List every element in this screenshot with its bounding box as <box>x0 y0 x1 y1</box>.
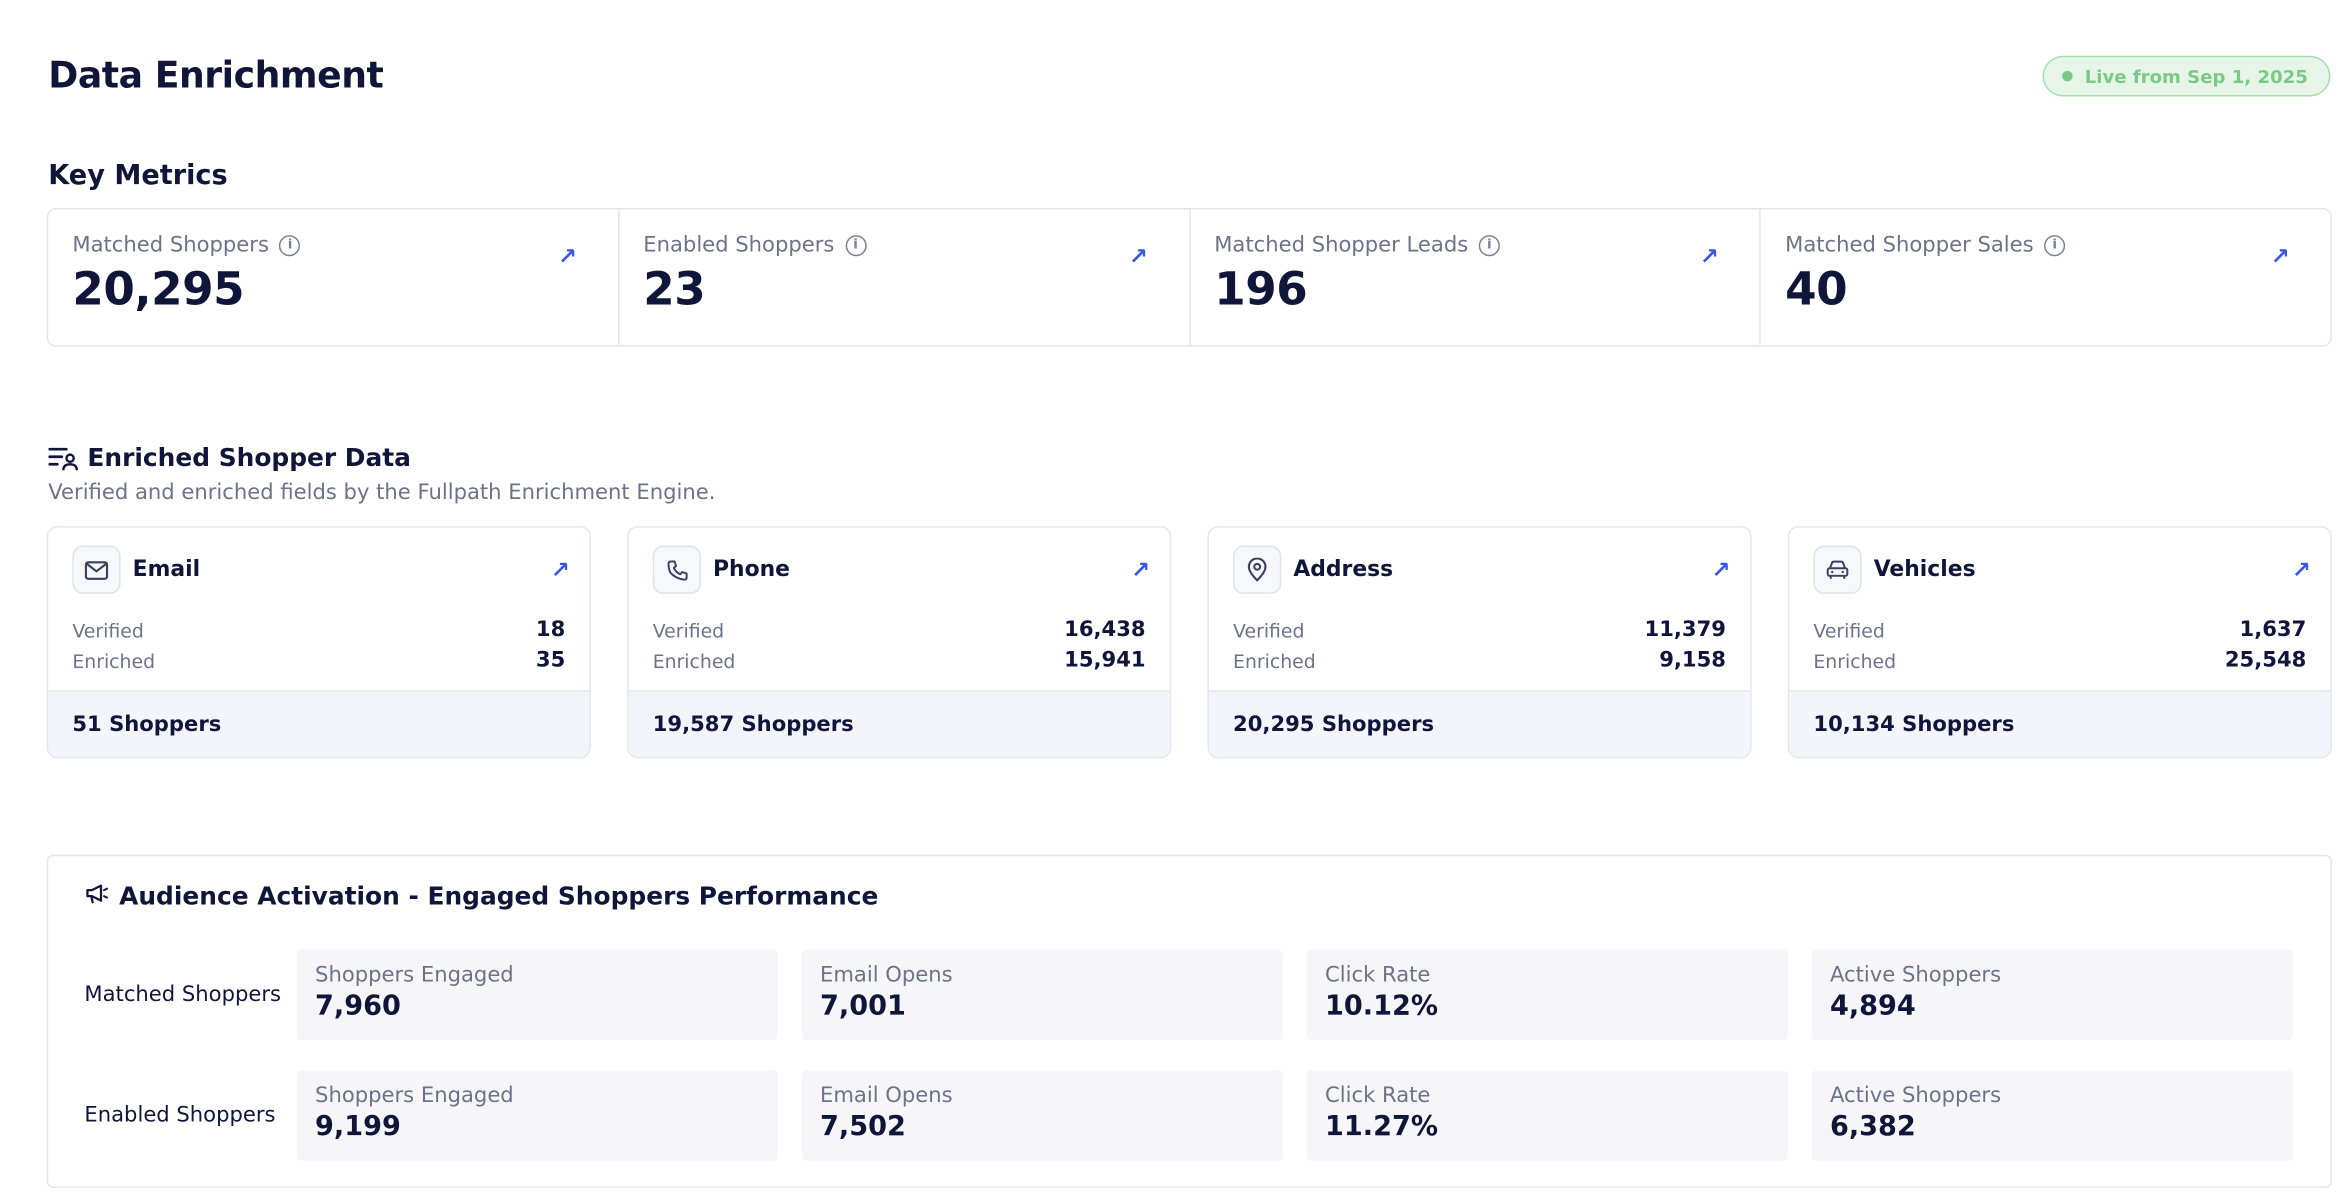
enriched-row: Enriched 9,158 <box>1233 648 1726 673</box>
arrow-up-right-icon[interactable]: ↗ <box>1699 242 1719 270</box>
activation-row-matched: Matched Shoppers Shoppers Engaged 7,960 E… <box>48 949 2330 1041</box>
arrow-up-right-icon[interactable]: ↗ <box>550 556 570 584</box>
stat-click-rate: Click Rate 11.27% <box>1306 1070 1788 1161</box>
metric-value: 196 <box>1214 263 1308 317</box>
map-pin-icon <box>1233 545 1282 594</box>
metric-label: Matched Shopper Leads <box>1214 233 1469 258</box>
metric-matched-shoppers: Matched Shoppers i 20,295 ↗ <box>48 209 620 346</box>
activation-row-enabled: Enabled Shoppers Shoppers Engaged 9,199 E… <box>48 1070 2330 1161</box>
card-address[interactable]: Address ↗ Verified 11,379 Enriched 9,158 2… <box>1207 526 1752 759</box>
info-icon[interactable]: i <box>2044 235 2066 257</box>
metric-value: 40 <box>1785 263 1848 317</box>
info-icon[interactable]: i <box>279 235 301 257</box>
phone-icon <box>652 545 701 594</box>
enriched-row: Enriched 35 <box>72 648 566 673</box>
card-vehicles[interactable]: Vehicles ↗ Verified 1,637 Enriched 25,548 … <box>1787 526 2332 759</box>
arrow-up-right-icon[interactable]: ↗ <box>1711 556 1731 584</box>
card-footer-total: 20,295 Shoppers <box>1208 690 1751 757</box>
metric-matched-shopper-sales: Matched Shopper Sales i 40 ↗ <box>1761 210 2330 346</box>
card-footer-total: 19,587 Shoppers <box>628 690 1170 757</box>
card-title: Vehicles <box>1873 557 1976 582</box>
stat-active-shoppers: Active Shoppers 4,894 <box>1811 949 2293 1041</box>
key-metrics-title: Key Metrics <box>48 159 228 192</box>
stat-click-rate: Click Rate 10.12% <box>1306 949 1788 1041</box>
car-icon <box>1813 545 1862 594</box>
verified-row: Verified 1,637 <box>1813 618 2307 643</box>
card-phone[interactable]: Phone ↗ Verified 16,438 Enriched 15,941 19… <box>627 526 1172 759</box>
enriched-section-subtitle: Verified and enriched fields by the Full… <box>48 480 716 505</box>
row-label: Matched Shoppers <box>84 982 282 1007</box>
row-label: Enabled Shoppers <box>84 1103 276 1128</box>
verified-row: Verified 11,379 <box>1233 618 1726 643</box>
status-dot-icon <box>2062 70 2073 82</box>
info-icon[interactable]: i <box>844 235 867 257</box>
live-status-badge: Live from Sep 1, 2025 <box>2042 55 2331 97</box>
arrow-up-right-icon[interactable]: ↗ <box>2270 242 2290 270</box>
arrow-up-right-icon[interactable]: ↗ <box>1131 556 1151 584</box>
activation-header: Audience Activation - Engaged Shoppers P… <box>84 881 879 911</box>
verified-row: Verified 16,438 <box>652 618 1146 643</box>
metric-value: 20,295 <box>72 263 245 317</box>
metric-matched-shopper-leads: Matched Shopper Leads i 196 ↗ <box>1190 209 1762 346</box>
key-metrics-panel: Matched Shoppers i 20,295 ↗ Enabled Shop… <box>46 208 2332 347</box>
info-icon[interactable]: i <box>1478 235 1500 257</box>
page-title: Data Enrichment <box>48 54 384 97</box>
arrow-up-right-icon[interactable]: ↗ <box>1128 242 1148 270</box>
audience-activation-panel: Audience Activation - Engaged Shoppers P… <box>46 854 2332 1188</box>
metric-label: Enabled Shoppers <box>643 233 835 258</box>
metric-enabled-shoppers: Enabled Shoppers i 23 ↗ <box>619 209 1191 346</box>
verified-row: Verified 18 <box>72 618 566 643</box>
enriched-row: Enriched 15,941 <box>652 648 1146 673</box>
card-title: Email <box>132 557 201 582</box>
megaphone-icon <box>84 882 110 911</box>
stat-shoppers-engaged: Shoppers Engaged 7,960 <box>296 949 778 1041</box>
card-email[interactable]: Email ↗ Verified 18 Enriched 35 51 Shopper… <box>46 526 591 759</box>
live-status-text: Live from Sep 1, 2025 <box>2084 65 2308 87</box>
metric-value: 23 <box>643 263 706 317</box>
stat-email-opens: Email Opens 7,502 <box>801 1070 1283 1161</box>
metric-label: Matched Shopper Sales <box>1785 233 2034 258</box>
enriched-row: Enriched 25,548 <box>1813 648 2307 673</box>
stat-email-opens: Email Opens 7,001 <box>801 949 1283 1041</box>
enrichment-cards: Email ↗ Verified 18 Enriched 35 51 Shopper… <box>46 526 2332 759</box>
card-title: Phone <box>713 557 790 582</box>
card-footer-total: 10,134 Shoppers <box>1789 690 2331 757</box>
enriched-section-header: Enriched Shopper Data <box>48 443 411 472</box>
metric-label: Matched Shoppers <box>72 233 269 258</box>
arrow-up-right-icon[interactable]: ↗ <box>2291 556 2311 584</box>
card-title: Address <box>1293 557 1394 582</box>
enriched-section-title: Enriched Shopper Data <box>87 443 411 472</box>
stat-active-shoppers: Active Shoppers 6,382 <box>1811 1070 2293 1161</box>
user-list-icon <box>48 444 79 471</box>
mail-icon <box>72 545 121 594</box>
stat-shoppers-engaged: Shoppers Engaged 9,199 <box>296 1070 778 1161</box>
card-footer-total: 51 Shoppers <box>48 690 590 757</box>
arrow-up-right-icon[interactable]: ↗ <box>557 242 577 270</box>
activation-title: Audience Activation - Engaged Shoppers P… <box>119 881 879 911</box>
